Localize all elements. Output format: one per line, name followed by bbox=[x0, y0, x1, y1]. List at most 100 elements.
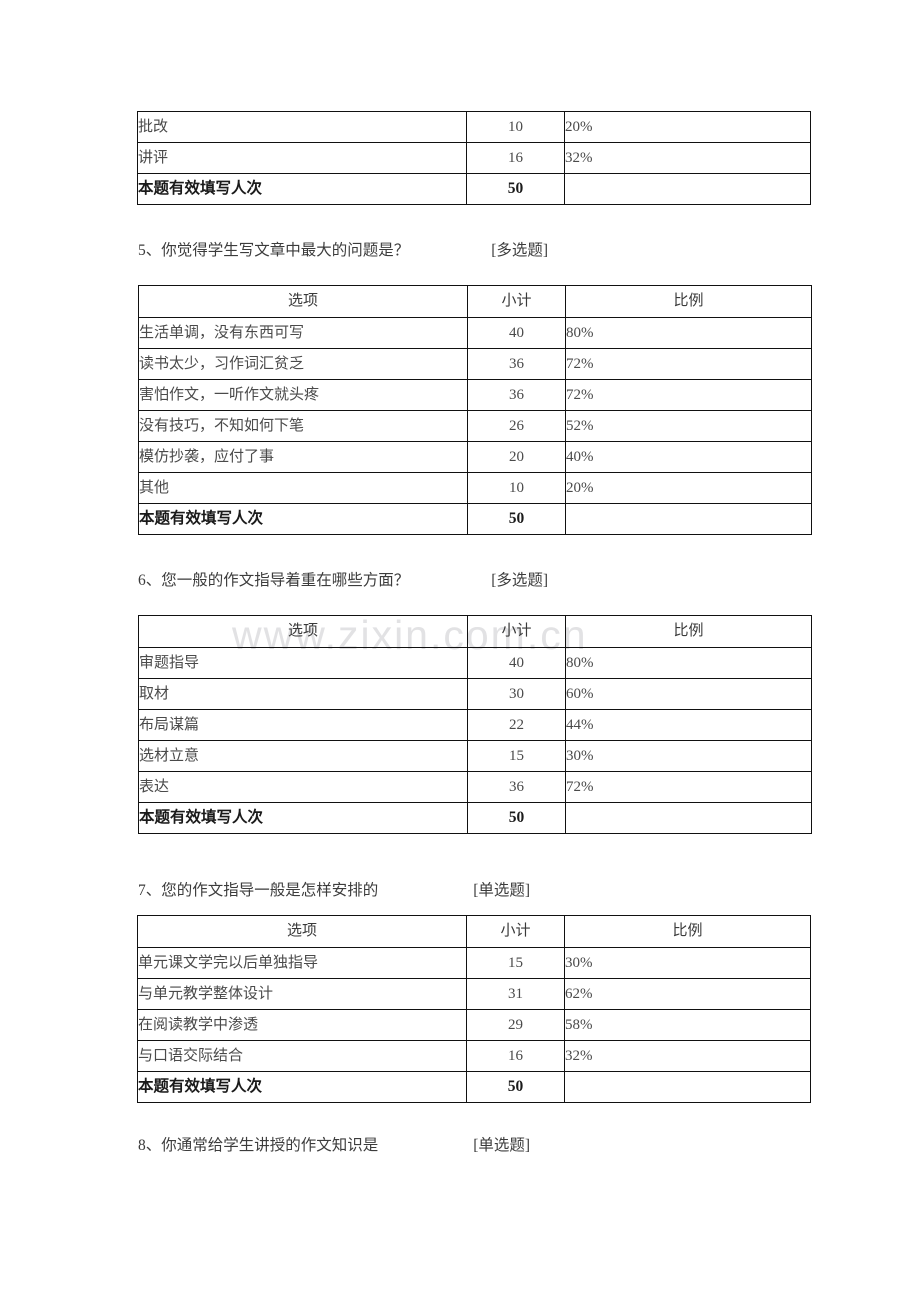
ratio-cell: 32% bbox=[564, 142, 811, 174]
ratio-cell: 20% bbox=[565, 472, 812, 504]
table-row: 批改 10 20% bbox=[137, 111, 811, 143]
question-heading-q5: 5、你觉得学生写文章中最大的问题是？ [多选题] bbox=[138, 238, 548, 260]
survey-table-q5: 选项 小计 比例 生活单调，没有东西可写 40 80% 读书太少，习作词汇贫乏 … bbox=[138, 285, 812, 535]
question-text: 8、你通常给学生讲授的作文知识是 bbox=[138, 1137, 379, 1154]
ratio-cell: 20% bbox=[564, 111, 811, 143]
header-subtotal: 小计 bbox=[466, 915, 565, 948]
header-subtotal: 小计 bbox=[467, 615, 566, 648]
table-row: 与单元教学整体设计 31 62% bbox=[137, 978, 811, 1010]
table-row: 在阅读教学中渗透 29 58% bbox=[137, 1009, 811, 1041]
table-row: 表达 36 72% bbox=[138, 771, 812, 803]
subtotal-cell: 20 bbox=[467, 441, 566, 473]
option-cell: 害怕作文，一听作文就头疼 bbox=[138, 379, 468, 411]
survey-table-q4-continued: 批改 10 20% 讲评 16 32% 本题有效填写人次 50 bbox=[137, 111, 811, 205]
question-heading-q7: 7、您的作文指导一般是怎样安排的 [单选题] bbox=[138, 878, 530, 900]
option-cell: 表达 bbox=[138, 771, 468, 803]
total-ratio-cell bbox=[565, 802, 812, 834]
table-row: 审题指导 40 80% bbox=[138, 647, 812, 679]
total-value-cell: 50 bbox=[467, 503, 566, 535]
table-total-row: 本题有效填写人次 50 bbox=[137, 173, 811, 205]
question-type-label: [单选题] bbox=[473, 1137, 531, 1154]
subtotal-cell: 40 bbox=[467, 317, 566, 349]
total-value-cell: 50 bbox=[467, 802, 566, 834]
option-cell: 其他 bbox=[138, 472, 468, 504]
header-ratio: 比例 bbox=[565, 615, 812, 648]
table-row: 与口语交际结合 16 32% bbox=[137, 1040, 811, 1072]
ratio-cell: 62% bbox=[564, 978, 811, 1010]
option-cell: 选材立意 bbox=[138, 740, 468, 772]
subtotal-cell: 15 bbox=[467, 740, 566, 772]
ratio-cell: 72% bbox=[565, 348, 812, 380]
subtotal-cell: 30 bbox=[467, 678, 566, 710]
total-ratio-cell bbox=[564, 1071, 811, 1103]
ratio-cell: 72% bbox=[565, 379, 812, 411]
subtotal-cell: 31 bbox=[466, 978, 565, 1010]
ratio-cell: 30% bbox=[564, 947, 811, 979]
option-cell: 模仿抄袭，应付了事 bbox=[138, 441, 468, 473]
option-cell: 读书太少，习作词汇贫乏 bbox=[138, 348, 468, 380]
total-value-cell: 50 bbox=[466, 173, 565, 205]
question-type-label: [多选题] bbox=[491, 572, 549, 589]
option-cell: 没有技巧，不知如何下笔 bbox=[138, 410, 468, 442]
table-row: 选材立意 15 30% bbox=[138, 740, 812, 772]
question-heading-q8: 8、你通常给学生讲授的作文知识是 [单选题] bbox=[138, 1133, 530, 1155]
table-row: 其他 10 20% bbox=[138, 472, 812, 504]
table-total-row: 本题有效填写人次 50 bbox=[137, 1071, 811, 1103]
subtotal-cell: 10 bbox=[466, 111, 565, 143]
ratio-cell: 60% bbox=[565, 678, 812, 710]
ratio-cell: 32% bbox=[564, 1040, 811, 1072]
table-total-row: 本题有效填写人次 50 bbox=[138, 802, 812, 834]
question-type-label: [单选题] bbox=[473, 882, 531, 899]
table-row: 单元课文学完以后单独指导 15 30% bbox=[137, 947, 811, 979]
option-cell: 取材 bbox=[138, 678, 468, 710]
question-text: 7、您的作文指导一般是怎样安排的 bbox=[138, 882, 379, 899]
total-label-cell: 本题有效填写人次 bbox=[137, 173, 467, 205]
header-option: 选项 bbox=[138, 285, 468, 318]
survey-table-q7: 选项 小计 比例 单元课文学完以后单独指导 15 30% 与单元教学整体设计 3… bbox=[137, 915, 811, 1103]
total-label-cell: 本题有效填写人次 bbox=[138, 503, 468, 535]
header-option: 选项 bbox=[138, 615, 468, 648]
ratio-cell: 72% bbox=[565, 771, 812, 803]
option-cell: 生活单调，没有东西可写 bbox=[138, 317, 468, 349]
subtotal-cell: 36 bbox=[467, 379, 566, 411]
table-header-row: 选项 小计 比例 bbox=[137, 915, 811, 948]
survey-table-q6: 选项 小计 比例 审题指导 40 80% 取材 30 60% 布局谋篇 22 4… bbox=[138, 615, 812, 834]
option-cell: 与口语交际结合 bbox=[137, 1040, 467, 1072]
ratio-cell: 58% bbox=[564, 1009, 811, 1041]
option-cell: 与单元教学整体设计 bbox=[137, 978, 467, 1010]
ratio-cell: 80% bbox=[565, 647, 812, 679]
table-header-row: 选项 小计 比例 bbox=[138, 615, 812, 648]
subtotal-cell: 36 bbox=[467, 771, 566, 803]
option-cell: 讲评 bbox=[137, 142, 467, 174]
question-text: 5、你觉得学生写文章中最大的问题是？ bbox=[138, 242, 410, 259]
option-cell: 批改 bbox=[137, 111, 467, 143]
ratio-cell: 80% bbox=[565, 317, 812, 349]
option-cell: 在阅读教学中渗透 bbox=[137, 1009, 467, 1041]
table-row: 害怕作文，一听作文就头疼 36 72% bbox=[138, 379, 812, 411]
subtotal-cell: 29 bbox=[466, 1009, 565, 1041]
header-ratio: 比例 bbox=[564, 915, 811, 948]
table-header-row: 选项 小计 比例 bbox=[138, 285, 812, 318]
table-row: 取材 30 60% bbox=[138, 678, 812, 710]
subtotal-cell: 16 bbox=[466, 142, 565, 174]
table-row: 读书太少，习作词汇贫乏 36 72% bbox=[138, 348, 812, 380]
option-cell: 单元课文学完以后单独指导 bbox=[137, 947, 467, 979]
option-cell: 审题指导 bbox=[138, 647, 468, 679]
header-ratio: 比例 bbox=[565, 285, 812, 318]
ratio-cell: 52% bbox=[565, 410, 812, 442]
total-label-cell: 本题有效填写人次 bbox=[138, 802, 468, 834]
ratio-cell: 40% bbox=[565, 441, 812, 473]
ratio-cell: 44% bbox=[565, 709, 812, 741]
total-value-cell: 50 bbox=[466, 1071, 565, 1103]
total-ratio-cell bbox=[565, 503, 812, 535]
table-row: 模仿抄袭，应付了事 20 40% bbox=[138, 441, 812, 473]
subtotal-cell: 16 bbox=[466, 1040, 565, 1072]
table-row: 没有技巧，不知如何下笔 26 52% bbox=[138, 410, 812, 442]
table-row: 布局谋篇 22 44% bbox=[138, 709, 812, 741]
table-row: 讲评 16 32% bbox=[137, 142, 811, 174]
header-subtotal: 小计 bbox=[467, 285, 566, 318]
subtotal-cell: 10 bbox=[467, 472, 566, 504]
option-cell: 布局谋篇 bbox=[138, 709, 468, 741]
ratio-cell: 30% bbox=[565, 740, 812, 772]
